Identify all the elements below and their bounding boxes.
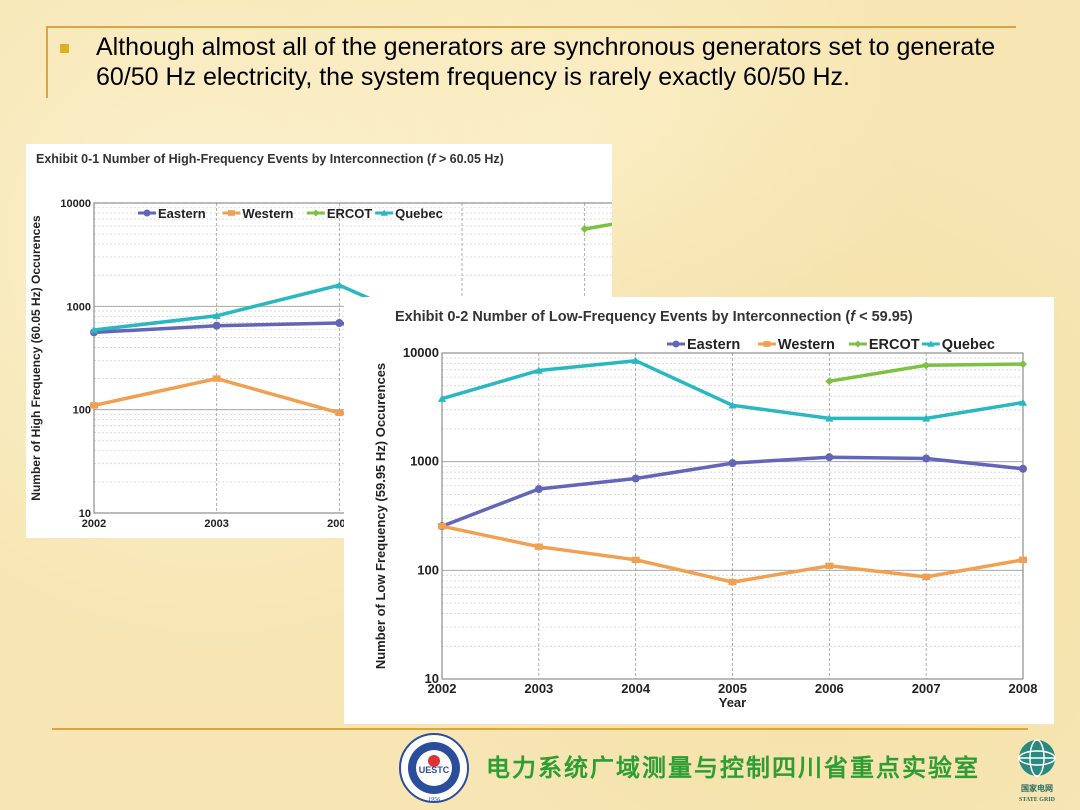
state-grid-text-en: STATE GRID xyxy=(1019,797,1056,803)
chart2-x-tick-label: 2005 xyxy=(718,681,747,696)
chart1-legend-marker-eastern xyxy=(143,209,151,217)
chart2-y-tick-label: 10 xyxy=(425,671,439,686)
chart2-legend-marker-ercot xyxy=(854,340,862,348)
chart1-point-western xyxy=(90,402,98,409)
chart2-x-tick-label: 2004 xyxy=(621,681,651,696)
chart2-y-tick-label: 100 xyxy=(417,562,439,577)
chart1-point-western xyxy=(335,409,344,417)
uestc-logo-year: 1956 xyxy=(428,797,440,803)
chart2-point-quebec xyxy=(631,356,640,364)
chart2-point-eastern xyxy=(825,453,834,462)
chart2-x-axis-label: Year xyxy=(719,695,746,710)
chart-low-frequency-svg: Exhibit 0-2 Number of Low-Frequency Even… xyxy=(373,309,1038,710)
chart2-title: Exhibit 0-2 Number of Low-Frequency Even… xyxy=(395,309,913,325)
top-rule xyxy=(46,26,1016,28)
chart1-title: Exhibit 0-1 Number of High-Frequency Eve… xyxy=(36,152,504,166)
chart2-point-quebec xyxy=(922,414,931,422)
uestc-logo: UESTC 1956 xyxy=(399,733,469,803)
chart1-point-ercot xyxy=(580,225,589,234)
bullet-marker xyxy=(60,44,69,53)
chart2-title-prefix: Exhibit 0-2 Number of Low-Frequency Even… xyxy=(395,309,850,325)
chart1-legend-label-western: Western xyxy=(242,206,293,221)
chart2-point-western xyxy=(728,578,737,586)
chart2-point-western xyxy=(534,543,543,550)
chart2-point-quebec xyxy=(438,394,446,402)
chart2-point-eastern xyxy=(534,485,543,494)
chart2-x-tick-label: 2002 xyxy=(428,681,457,696)
chart2-point-quebec xyxy=(728,401,737,409)
chart1-point-quebec xyxy=(335,281,344,289)
chart2-point-eastern xyxy=(631,474,640,483)
chart1-y-tick-label: 10 xyxy=(79,508,91,520)
chart2-legend-label-ercot: ERCOT xyxy=(869,337,920,353)
chart2-point-western xyxy=(922,573,931,581)
chart2-legend-label-quebec: Quebec xyxy=(942,337,995,353)
chart1-title-var: f xyxy=(431,152,437,166)
chart2-title-var: f xyxy=(850,309,857,325)
chart2-y-tick-label: 1000 xyxy=(410,454,439,469)
chart2-plot-frame xyxy=(441,352,1024,680)
chart1-y-tick-label: 100 xyxy=(73,405,91,417)
chart1-series-line-ercot xyxy=(584,222,612,231)
chart1-legend-marker-ercot xyxy=(312,209,320,217)
lab-name: 电力系统广域测量与控制四川省重点实验室 xyxy=(486,753,980,782)
chart1-x-tick-label: 2002 xyxy=(82,518,106,530)
chart-low-frequency: Exhibit 0-2 Number of Low-Frequency Even… xyxy=(344,297,1054,724)
chart2-legend-label-western: Western xyxy=(778,337,835,353)
chart2-point-western xyxy=(1019,556,1027,564)
chart2-point-western xyxy=(825,562,834,570)
chart1-point-eastern xyxy=(212,321,221,330)
chart1-y-tick-label: 10000 xyxy=(60,198,91,210)
bullet-text: Although almost all of the generators ar… xyxy=(96,33,996,91)
chart2-x-tick-label: 2003 xyxy=(524,681,553,696)
chart1-point-eastern xyxy=(335,318,344,327)
chart2-point-ercot xyxy=(1019,360,1027,369)
chart2-point-eastern xyxy=(922,454,931,463)
chart2-y-tick-label: 10000 xyxy=(403,345,439,360)
chart2-point-eastern xyxy=(1019,464,1027,473)
chart2-legend-marker-quebec xyxy=(927,340,935,347)
chart2-legend-marker-western xyxy=(763,341,771,347)
chart1-legend-label-quebec: Quebec xyxy=(395,206,443,221)
chart1-title-prefix: Exhibit 0-1 Number of High-Frequency Eve… xyxy=(36,152,432,166)
state-grid-logo: 国家电网 STATE GRID xyxy=(1018,739,1056,803)
chart2-point-western xyxy=(631,556,640,564)
chart1-point-western xyxy=(212,375,221,382)
chart1-point-quebec xyxy=(212,311,221,319)
chart2-x-tick-label: 2006 xyxy=(815,681,844,696)
chart1-legend-label-eastern: Eastern xyxy=(158,206,206,221)
chart2-legend-marker-eastern xyxy=(672,340,680,348)
chart1-y-axis-label: Number of High Frequency (60.05 Hz) Occu… xyxy=(29,215,43,501)
chart2-x-tick-label: 2008 xyxy=(1009,681,1038,696)
chart1-point-quebec xyxy=(90,326,98,334)
chart1-legend-marker-western xyxy=(227,210,235,216)
chart2-point-eastern xyxy=(728,459,737,468)
state-grid-text-cn: 国家电网 xyxy=(1021,783,1053,793)
chart1-x-tick-label: 2003 xyxy=(204,518,228,530)
chart2-point-western xyxy=(438,522,446,530)
chart2-point-quebec xyxy=(1019,398,1027,406)
chart2-point-quebec xyxy=(534,366,543,374)
uestc-logo-text: UESTC xyxy=(419,765,450,775)
left-rule xyxy=(46,26,48,98)
bottom-rule xyxy=(52,728,1028,730)
chart2-y-axis-label: Number of Low Frequency (59.95 Hz) Occur… xyxy=(373,363,388,669)
chart1-legend-marker-quebec xyxy=(380,209,388,216)
chart1-legend-label-ercot: ERCOT xyxy=(327,206,373,221)
chart2-point-ercot xyxy=(825,377,834,386)
chart2-title-suffix: < 59.95) xyxy=(855,309,913,325)
chart2-x-tick-label: 2007 xyxy=(912,681,941,696)
chart2-legend-label-eastern: Eastern xyxy=(687,337,740,353)
chart1-y-tick-label: 1000 xyxy=(67,301,91,313)
chart2-point-ercot xyxy=(922,361,931,370)
chart1-title-suffix: > 60.05 Hz) xyxy=(435,152,503,166)
chart2-point-quebec xyxy=(825,414,834,422)
